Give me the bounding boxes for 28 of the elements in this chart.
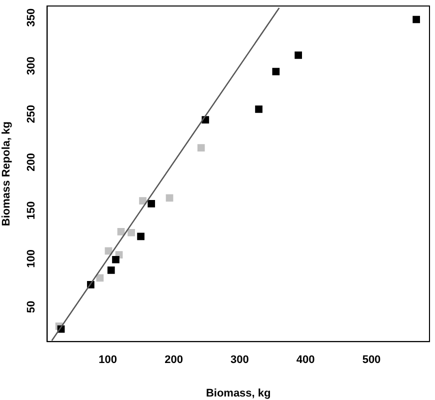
y-tick-label: 350 xyxy=(26,8,38,27)
point xyxy=(117,228,125,236)
point xyxy=(272,68,280,76)
point xyxy=(96,274,104,282)
point xyxy=(148,200,156,208)
point xyxy=(107,266,115,274)
y-tick-label: 300 xyxy=(26,56,38,75)
y-tick-label: 50 xyxy=(26,300,38,314)
point xyxy=(166,194,174,202)
point xyxy=(294,52,302,59)
x-tick-label: 300 xyxy=(230,354,249,366)
point xyxy=(128,228,135,236)
point xyxy=(412,16,420,24)
point xyxy=(137,232,144,240)
x-tick-label: 100 xyxy=(98,354,118,366)
x-axis-title: Biomass, kg xyxy=(206,387,271,400)
point xyxy=(255,106,262,113)
point xyxy=(139,197,146,204)
y-tick-label: 200 xyxy=(26,153,38,172)
point xyxy=(112,256,120,264)
y-tick-label: 100 xyxy=(26,249,38,268)
y-tick-label: 150 xyxy=(26,201,38,220)
point xyxy=(197,144,205,152)
x-tick-label: 400 xyxy=(296,354,315,366)
x-tick-label: 500 xyxy=(362,354,381,366)
y-axis-title: Biomass Repola, kg xyxy=(0,122,13,226)
y-tick-label: 250 xyxy=(26,104,38,124)
x-tick-label: 200 xyxy=(164,354,183,366)
